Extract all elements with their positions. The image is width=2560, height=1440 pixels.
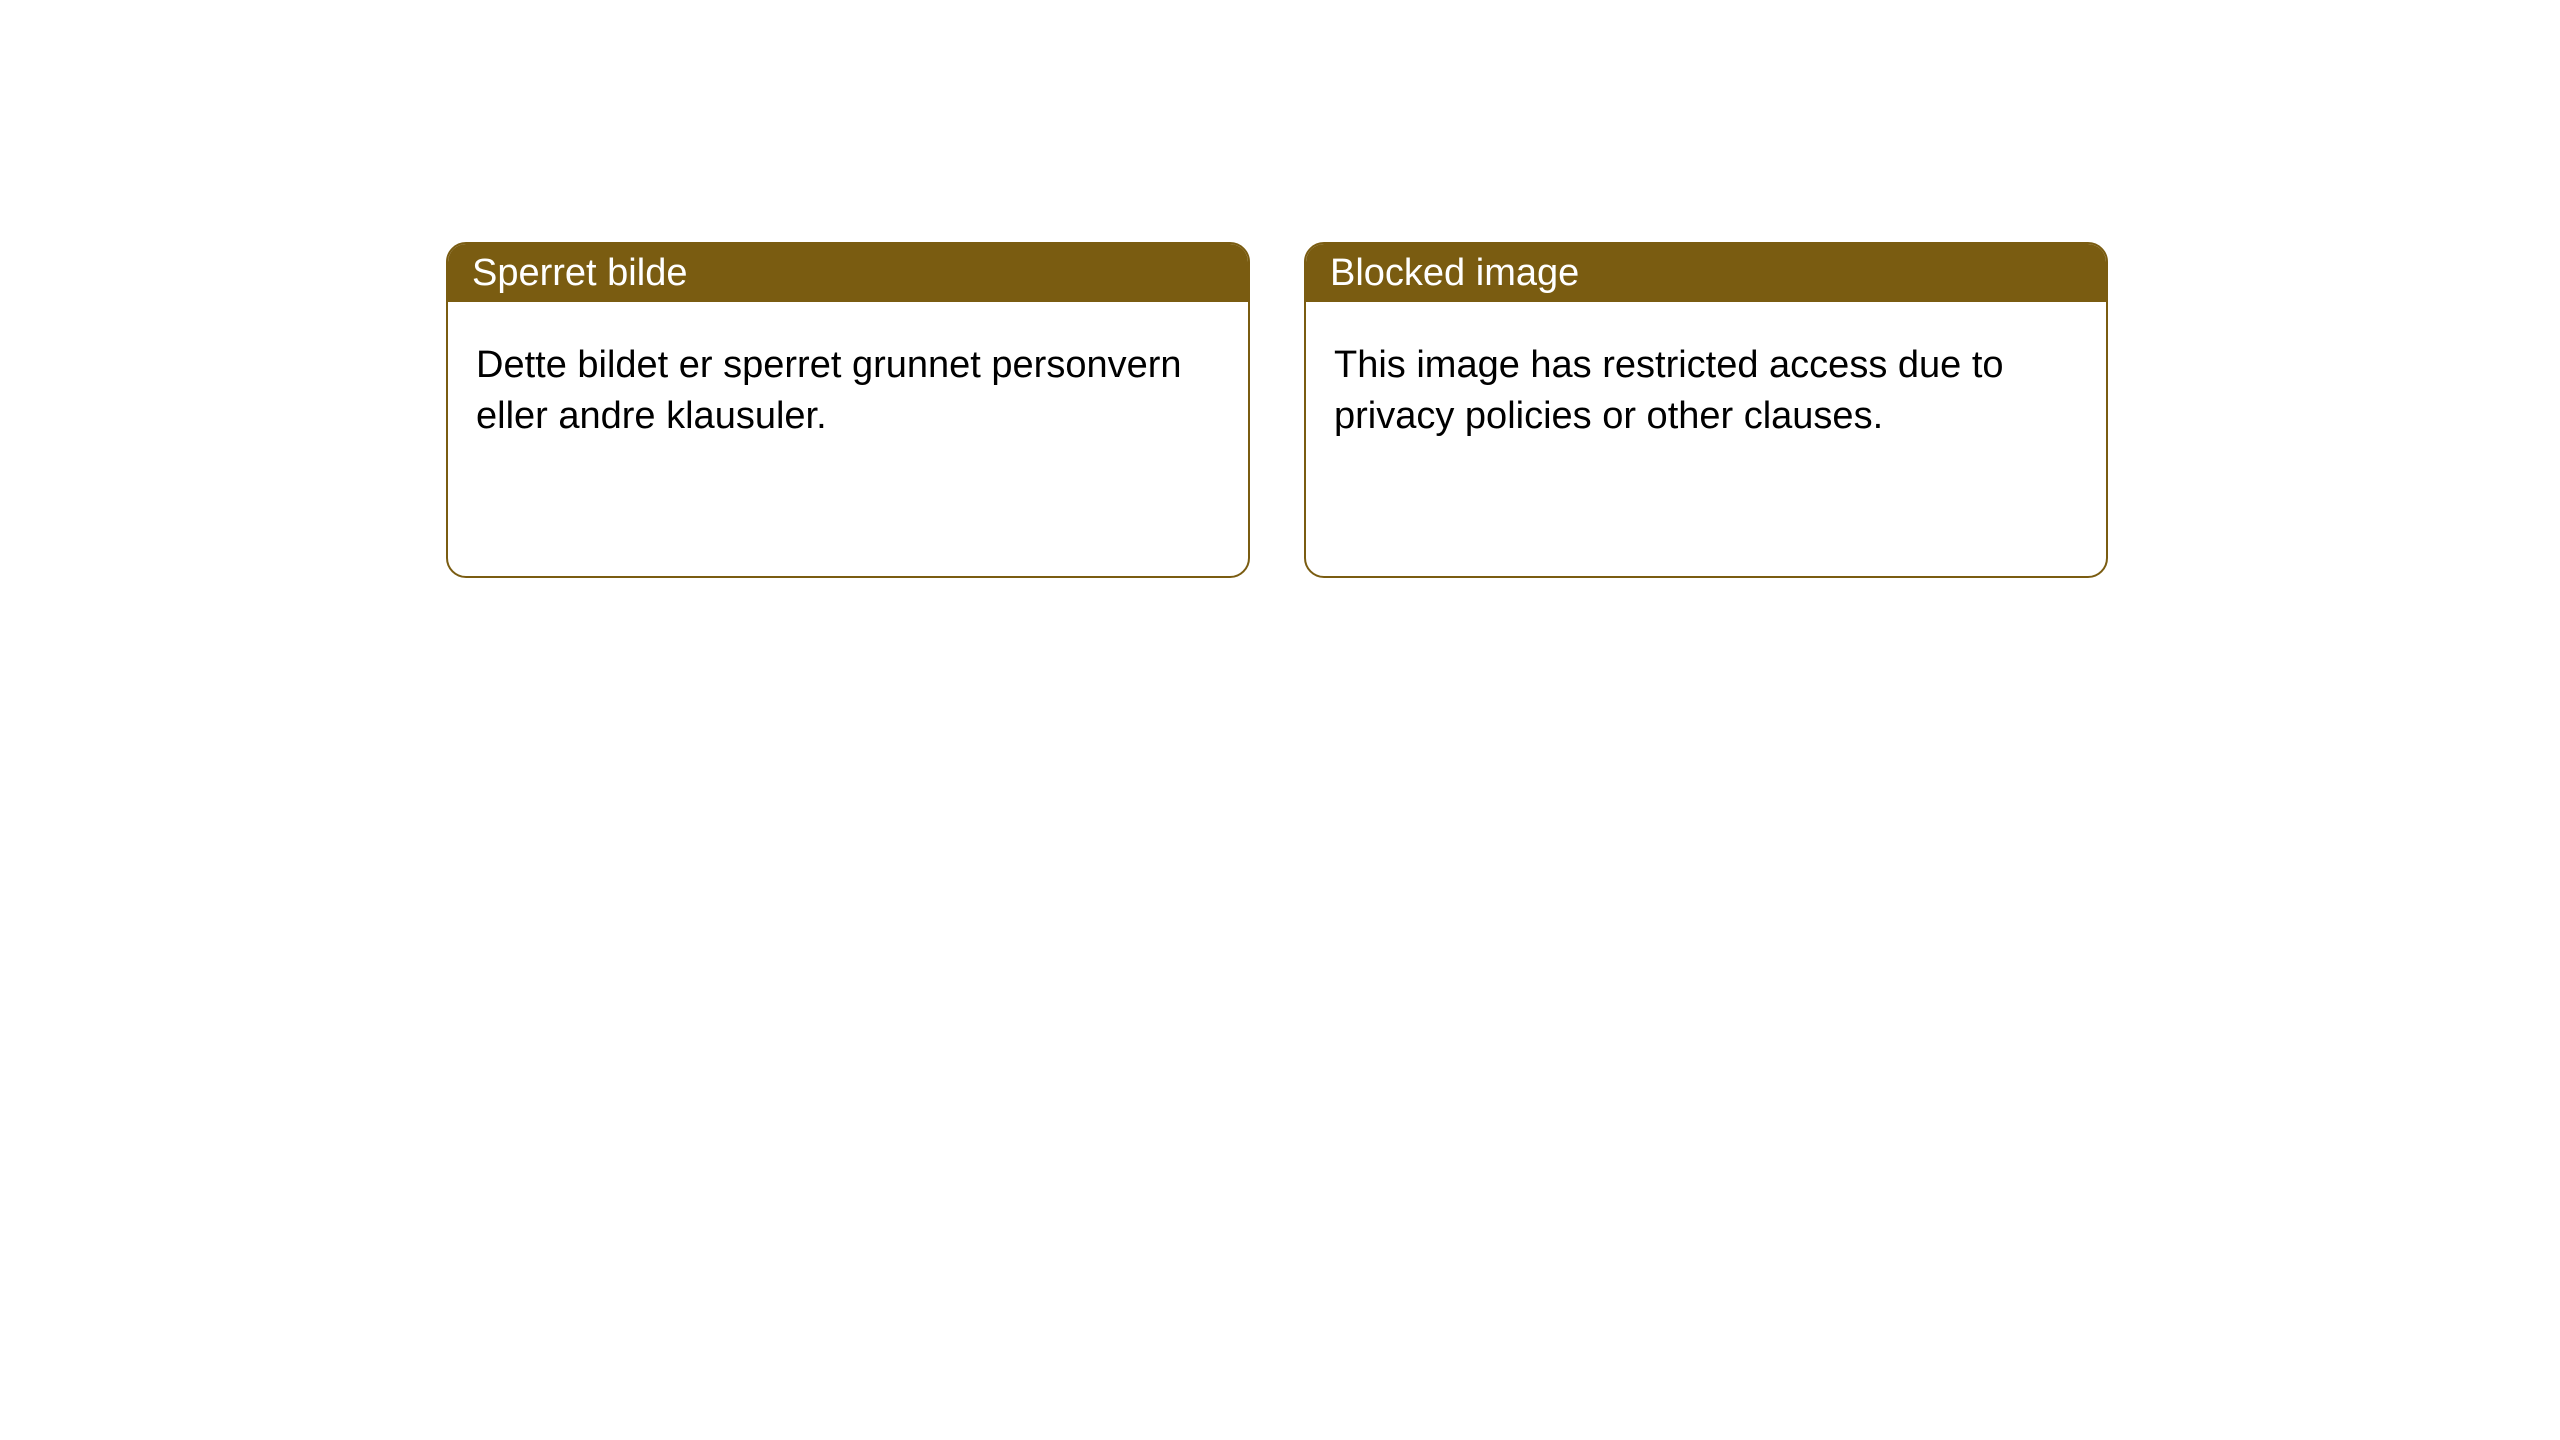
card-header-text-no: Sperret bilde <box>472 252 687 295</box>
card-header-en: Blocked image <box>1306 244 2106 302</box>
blocked-image-card-no: Sperret bilde Dette bildet er sperret gr… <box>446 242 1250 578</box>
blocked-image-card-en: Blocked image This image has restricted … <box>1304 242 2108 578</box>
card-body-en: This image has restricted access due to … <box>1306 302 2106 481</box>
card-header-no: Sperret bilde <box>448 244 1248 302</box>
card-body-text-no: Dette bildet er sperret grunnet personve… <box>476 344 1182 437</box>
card-header-text-en: Blocked image <box>1330 252 1579 295</box>
card-body-no: Dette bildet er sperret grunnet personve… <box>448 302 1248 481</box>
notice-container: Sperret bilde Dette bildet er sperret gr… <box>0 0 2560 578</box>
card-body-text-en: This image has restricted access due to … <box>1334 344 2004 437</box>
